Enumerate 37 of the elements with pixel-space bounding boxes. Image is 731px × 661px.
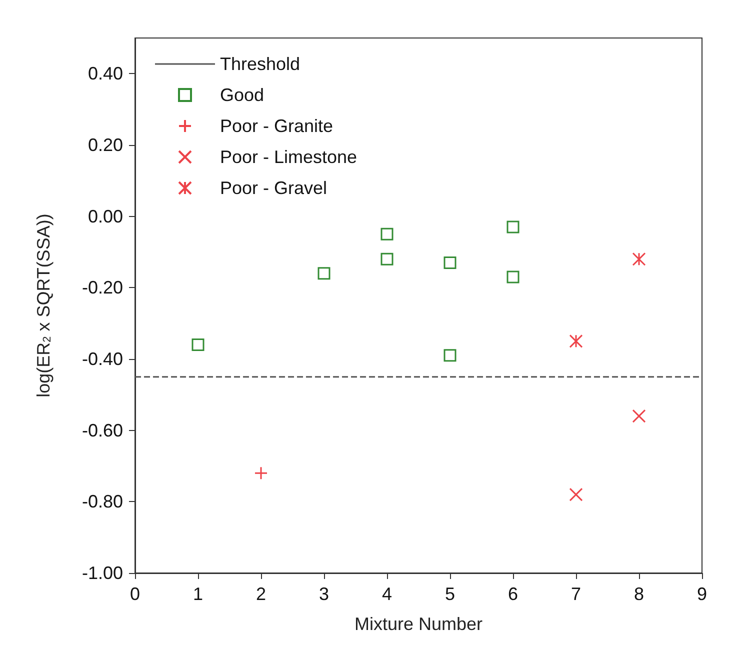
point	[506, 270, 520, 284]
x-tick-label: 2	[256, 584, 266, 604]
y-tick-label: 0.40	[88, 64, 123, 84]
point	[192, 338, 204, 351]
point	[380, 228, 394, 240]
y-tick-label: -0.40	[82, 349, 123, 369]
x-tick-label: 5	[444, 584, 456, 604]
y-tick-label: -0.80	[82, 492, 123, 512]
x-tick-label: 8	[634, 584, 644, 604]
point	[506, 220, 520, 234]
legend-label: Poor - Gravel	[220, 178, 328, 198]
y-tick-label: 0.20	[88, 135, 123, 155]
x-tick-label: 4	[382, 584, 392, 604]
y-tick-label: 0.00	[88, 206, 123, 226]
legend-label: Poor - Granite	[220, 116, 334, 136]
x-tick-label: 0	[130, 584, 140, 604]
legend-label: Threshold	[220, 54, 300, 74]
x-tick-label: 7	[570, 584, 582, 604]
y-axis-title: log(ER2 x SQRT(SSA))	[34, 214, 54, 398]
y-tick-label: -0.20	[82, 278, 123, 298]
x-tick-label: 6	[508, 584, 518, 604]
y-tick-label: -1.00	[82, 563, 123, 583]
x-tick-label: 9	[696, 584, 708, 604]
y-tick-label: -0.60	[82, 420, 123, 440]
point	[569, 334, 583, 348]
point	[632, 409, 646, 423]
point	[632, 252, 646, 266]
point	[444, 256, 456, 269]
point	[569, 488, 583, 502]
x-tick-label: 1	[192, 584, 204, 604]
x-tick-label: 3	[318, 584, 330, 604]
legend-label: Good	[220, 85, 264, 105]
point	[318, 267, 330, 280]
x-axis-title: Mixture Number	[354, 614, 483, 634]
point	[380, 252, 394, 266]
legend-label: Poor - Limestone	[220, 147, 358, 167]
point	[444, 349, 456, 362]
